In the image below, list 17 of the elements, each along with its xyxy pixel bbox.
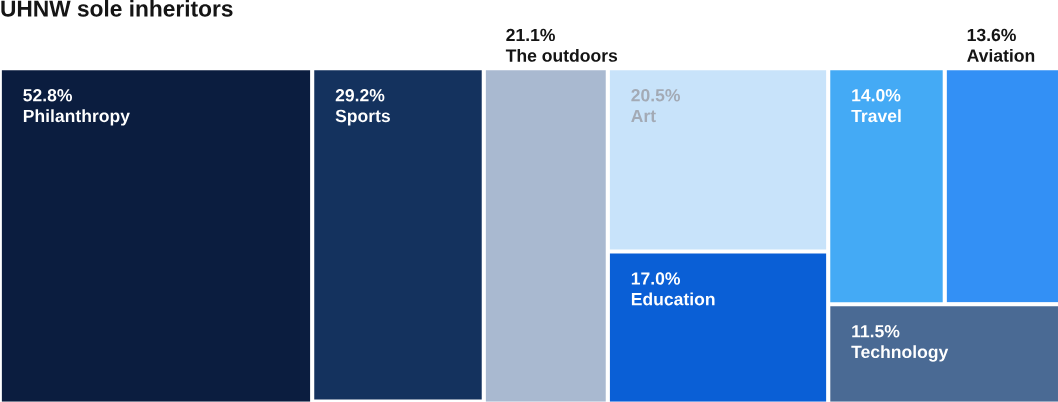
category-label: Education: [631, 292, 715, 306]
category-label: Technology: [851, 345, 949, 362]
category-label: The outdoors: [505, 49, 618, 62]
data-label: 13.6%: [967, 28, 1016, 42]
data-label: 14.0%: [852, 89, 901, 102]
data-label: 17.0%: [631, 272, 681, 285]
data-label: 20.5%: [631, 89, 681, 102]
category-label: Travel: [851, 109, 901, 123]
data-label: 21.1%: [506, 28, 555, 42]
category-label: Sports: [335, 109, 390, 126]
category-label: Art: [631, 110, 656, 123]
data-label: 11.5%: [852, 325, 900, 338]
data-label: 52.8%: [23, 89, 73, 102]
data-label: 29.2%: [335, 89, 385, 102]
category-label: Aviation: [967, 49, 1035, 62]
text: UHNW sole inheritors: [1, 0, 233, 17]
category-label: Philanthropy: [23, 109, 130, 126]
